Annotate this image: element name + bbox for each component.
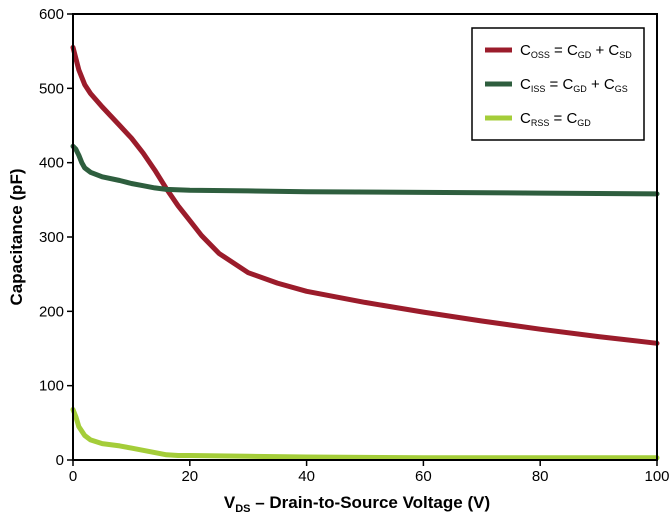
legend-entry-3: CRSS = CGD [520, 110, 591, 128]
y-axis-title: Capacitance (pF) [7, 169, 26, 306]
y-tick-label: 400 [39, 155, 64, 172]
y-tick-label: 600 [39, 6, 64, 23]
x-tick-label: 100 [644, 468, 669, 485]
x-tick-label: 60 [415, 468, 432, 485]
x-tick-label: 80 [532, 468, 549, 485]
axes: 0 100 200 300 400 500 600 0 20 40 60 80 100 VDS – Dra… [7, 6, 670, 515]
y-tick-label: 500 [39, 80, 64, 97]
y-tick-label: 300 [39, 229, 64, 246]
legend-entry-1: COSS = CGD + CSD [520, 42, 632, 60]
legend-entry-2: CISS = CGD + CGS [520, 76, 628, 94]
legend: COSS = CGD + CSD CISS = CGD + CGS CRSS = C… [471, 27, 645, 141]
x-axis-title: VDS – Drain-to-Source Voltage (V) [224, 493, 490, 515]
series-line-1 [70, 44, 660, 346]
series-line-3 [70, 407, 660, 461]
series-line-2 [70, 143, 660, 197]
y-tick-label: 200 [39, 303, 64, 320]
x-tick-label: 40 [298, 468, 315, 485]
plot-area [70, 44, 660, 461]
y-tick-label: 0 [56, 452, 64, 469]
x-tick-label: 20 [181, 468, 198, 485]
x-tick-label: 0 [69, 468, 77, 485]
y-tick-label: 100 [39, 378, 64, 395]
